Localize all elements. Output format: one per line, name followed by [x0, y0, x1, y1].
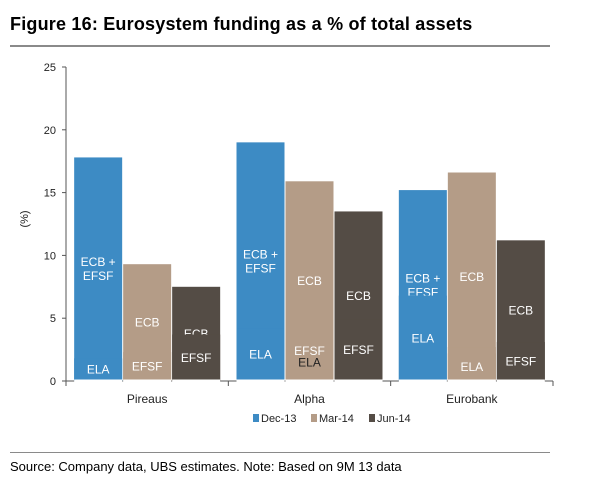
segment-divider — [172, 379, 221, 383]
category-label: Pireaus — [127, 392, 168, 406]
legend-swatch — [369, 414, 375, 422]
bar-segment — [236, 328, 285, 381]
bar-segment — [123, 352, 172, 381]
bar-segment — [74, 358, 123, 381]
segment-label: ELA — [298, 356, 321, 370]
legend-swatch — [253, 414, 259, 422]
category-label: Eurobank — [446, 392, 498, 406]
legend-label: Dec-13 — [261, 413, 296, 425]
y-tick-label: 0 — [50, 376, 56, 388]
segment-label: ELA — [87, 363, 110, 377]
segment-label: ECB — [135, 316, 160, 330]
bar-segment — [447, 172, 496, 381]
segment-label: EFSF — [505, 355, 536, 369]
y-tick-label: 15 — [44, 188, 56, 200]
bar-segment — [398, 295, 447, 381]
segment-label: ECB + EFSF — [405, 272, 440, 300]
legend-swatch — [311, 414, 317, 422]
segment-label: ECB — [459, 270, 484, 284]
segment-label: ELA — [249, 348, 272, 362]
y-tick-label: 20 — [44, 125, 56, 137]
segment-divider — [447, 379, 496, 383]
y-tick-label: 25 — [44, 62, 56, 74]
legend-label: Jun-14 — [377, 413, 411, 425]
bar-segment — [285, 369, 334, 381]
segment-divider — [123, 379, 172, 383]
category-label: Alpha — [294, 392, 325, 406]
segment-label: ECB + EFSF — [81, 255, 116, 283]
footer-divider — [10, 452, 550, 453]
bar-segment — [496, 342, 545, 381]
segment-label: ECB — [508, 304, 533, 318]
segment-divider — [334, 379, 383, 383]
segment-divider — [236, 379, 285, 383]
title-divider — [10, 45, 550, 47]
bar-segment — [447, 353, 496, 381]
bar-segment — [74, 157, 123, 381]
segment-label: ECB — [297, 274, 322, 288]
source-note: Source: Company data, UBS estimates. Not… — [10, 459, 402, 474]
y-tick-label: 5 — [50, 313, 56, 325]
segment-label: EFSF — [294, 344, 325, 358]
segment-divider — [398, 379, 447, 383]
stacked-bar-chart: 0 5 10 15 20 25 (%) Pireaus Alpha Eurobank ECB + EF… — [19, 62, 554, 425]
y-axis-label: (%) — [19, 210, 31, 227]
segment-label: EFSF — [343, 343, 374, 357]
figure-title: Figure 16: Eurosystem funding as a % of … — [10, 14, 473, 34]
bar-segment — [334, 319, 383, 381]
segment-label: ELA — [411, 331, 434, 345]
bar-segment — [172, 334, 221, 381]
y-tick-label: 10 — [44, 250, 56, 262]
segment-divider — [496, 379, 545, 383]
segment-label: ECB + EFSF — [243, 248, 278, 276]
legend-label: Mar-14 — [319, 413, 354, 425]
segment-label: ECB — [346, 289, 371, 303]
segment-divider — [74, 379, 123, 383]
segment-label: EFSF — [132, 360, 163, 374]
segment-label: ELA — [460, 360, 483, 374]
segment-divider — [285, 379, 334, 383]
segment-label: EFSF — [181, 351, 212, 365]
